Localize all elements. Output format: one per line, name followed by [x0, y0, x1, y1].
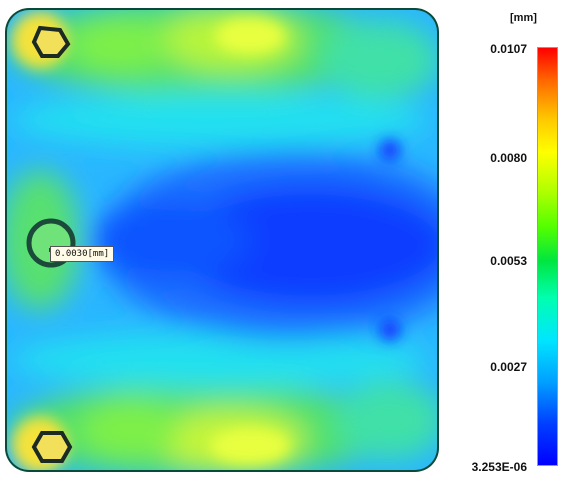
- probe-value-label: 0.0030[mm]: [50, 246, 115, 262]
- color-scale-bar: [537, 47, 558, 466]
- deformation-contour-plot[interactable]: [0, 0, 520, 478]
- legend-min-label: 3.253E-06: [471, 460, 527, 474]
- hexagon-hole-top-left: [31, 25, 71, 58]
- contour-field: [7, 10, 437, 470]
- legend-tick-label: 0.0053: [490, 254, 527, 268]
- legend-tick-label: 0.0080: [490, 151, 527, 165]
- legend-tick-label: 0.0027: [490, 360, 527, 374]
- hexagon-hole-bottom-left: [31, 431, 73, 463]
- legend-unit-label: [mm]: [510, 12, 537, 24]
- legend-max-label: 0.0107: [490, 42, 527, 56]
